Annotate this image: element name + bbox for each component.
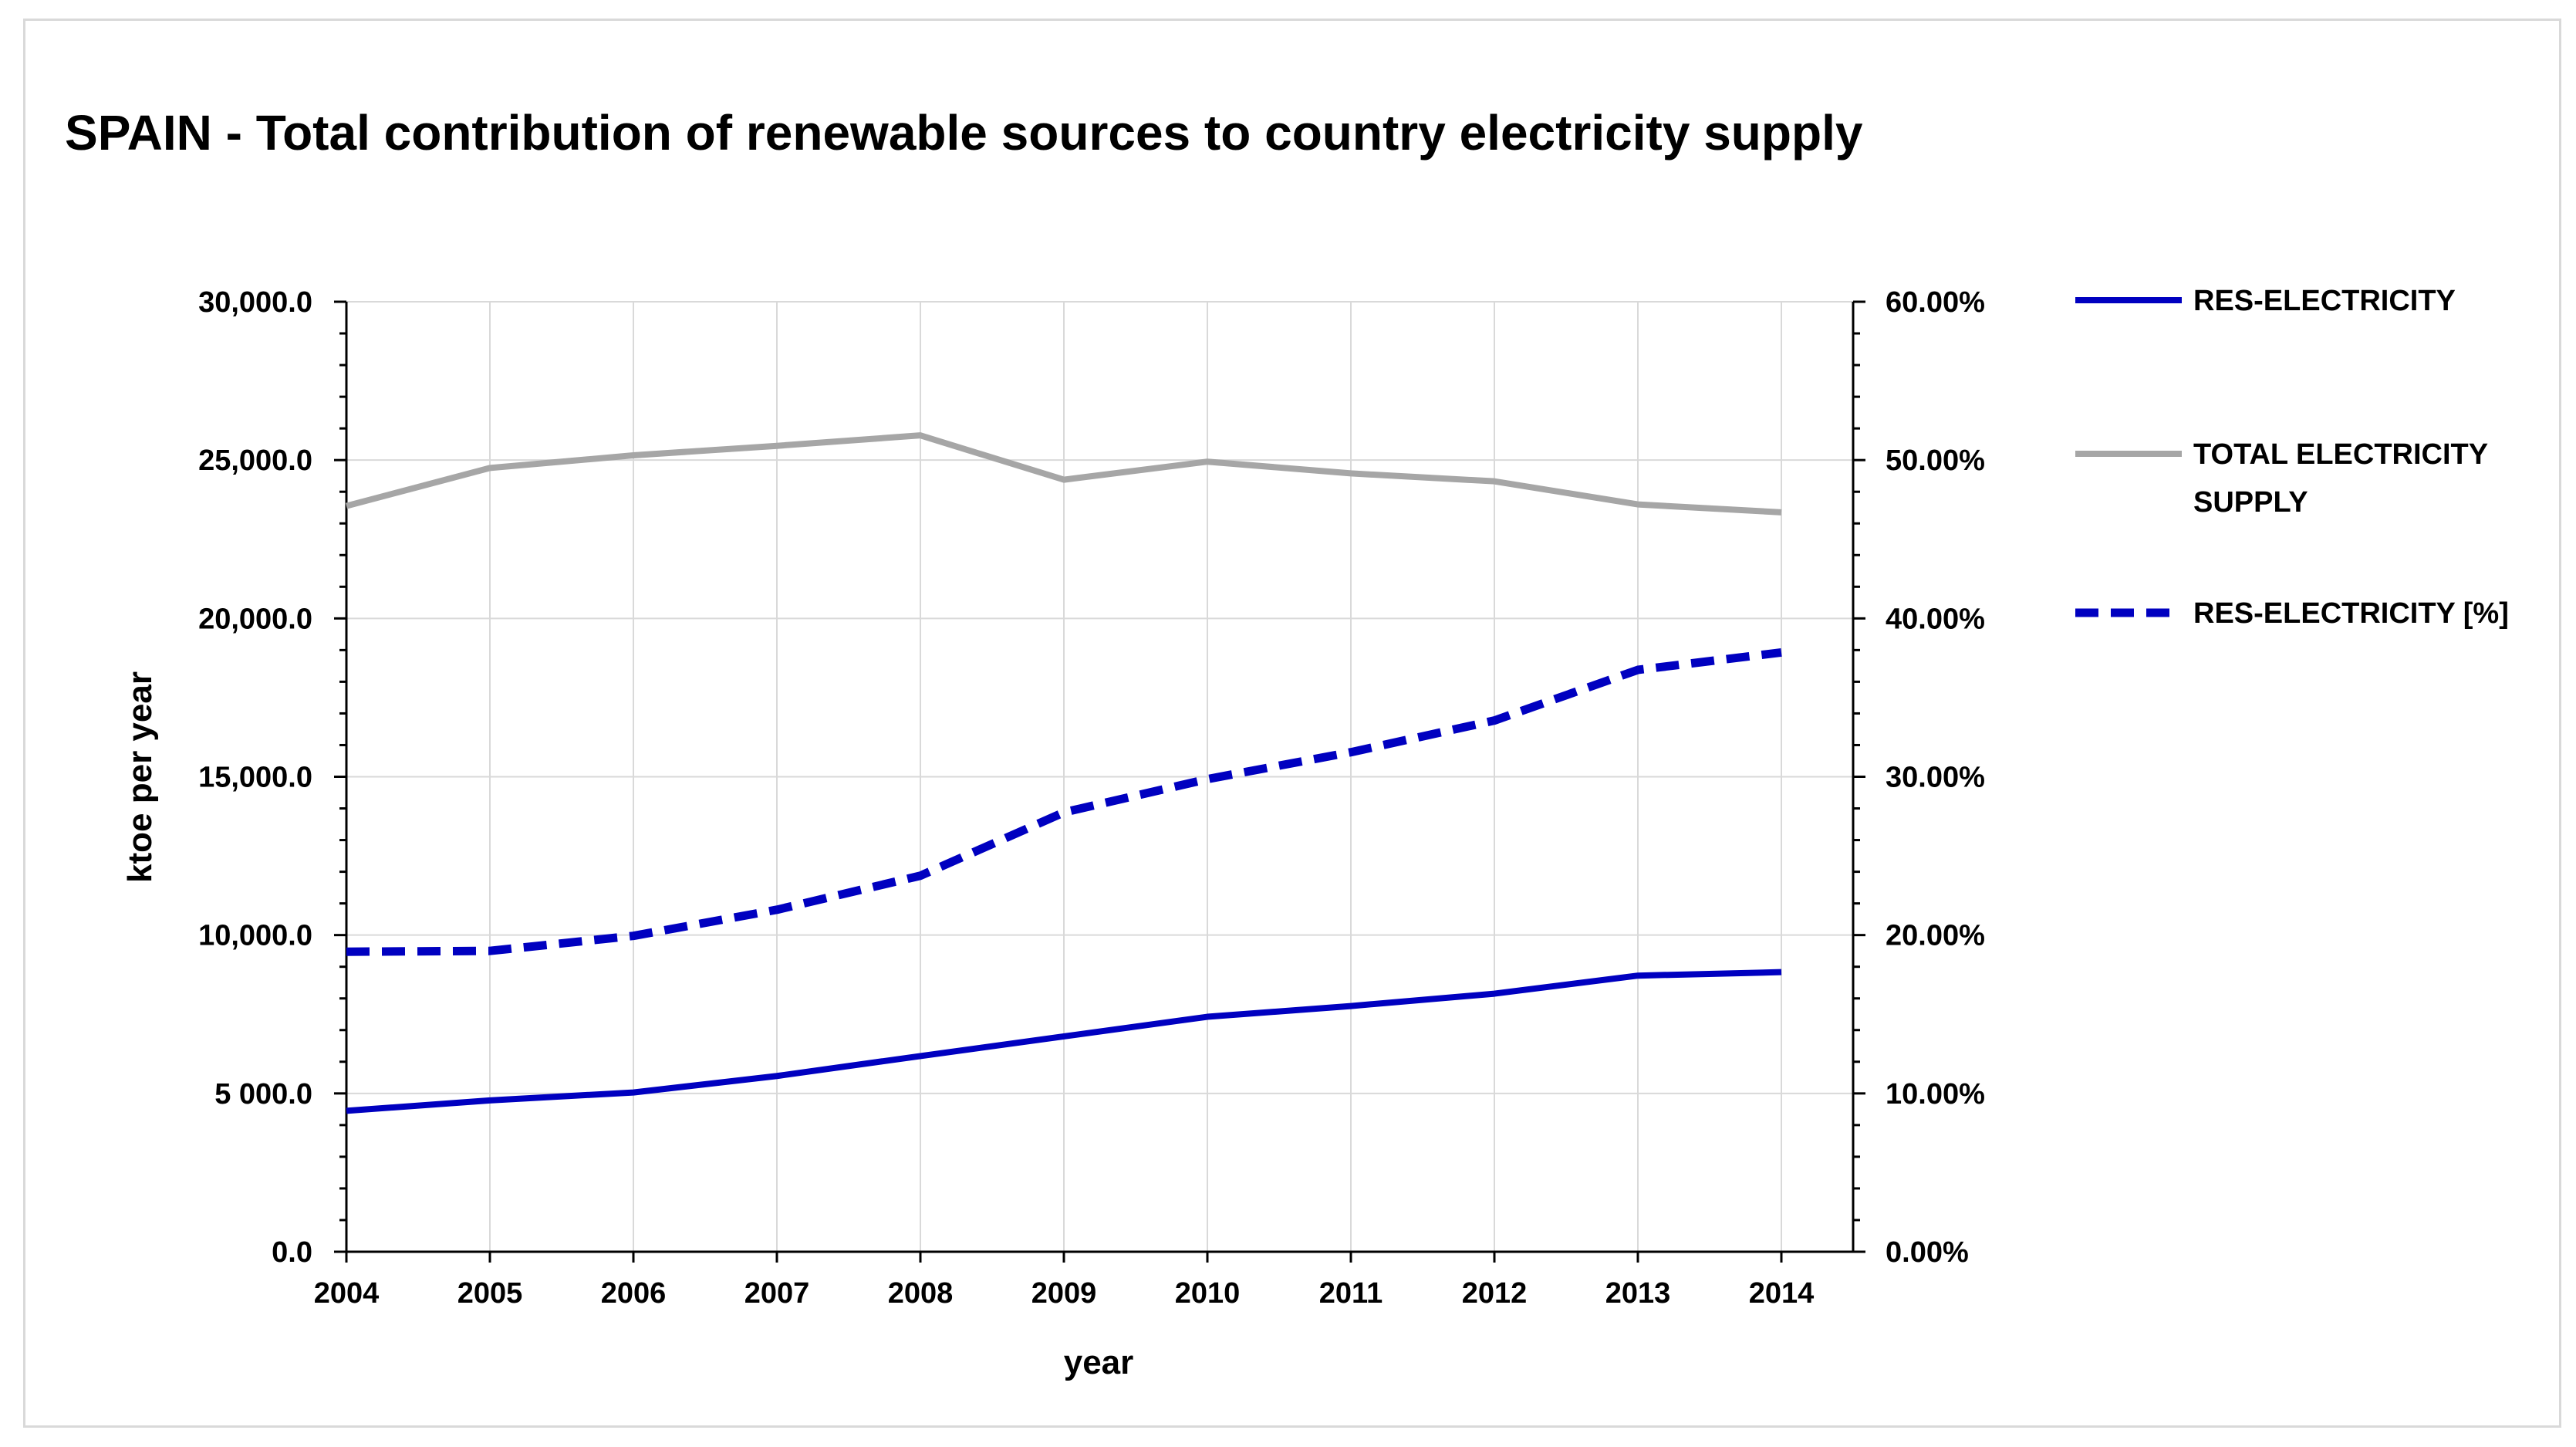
data-point	[1061, 1033, 1067, 1040]
y-tick-label-right: 50.00%	[1886, 445, 1985, 477]
y-tick-label-left: 0.0	[272, 1236, 312, 1269]
data-point	[1635, 972, 1641, 979]
y-tick-label-right: 40.00%	[1886, 603, 1985, 635]
x-tick-label: 2005	[457, 1277, 523, 1310]
data-point	[1204, 776, 1210, 783]
data-point	[343, 503, 349, 509]
data-point	[1635, 502, 1641, 508]
x-tick-label: 2010	[1175, 1277, 1241, 1310]
x-tick-label: 2007	[744, 1277, 810, 1310]
y-tick-label-left: 25,000.0	[198, 445, 312, 477]
x-axis-title: year	[1064, 1344, 1134, 1381]
data-point	[917, 432, 923, 438]
series-lines	[343, 432, 1784, 1114]
data-point	[1491, 718, 1497, 724]
x-tick-label: 2011	[1319, 1277, 1383, 1310]
x-tick-label: 2006	[601, 1277, 667, 1310]
series-line-1	[345, 432, 1782, 516]
data-point	[917, 1053, 923, 1059]
y-tick-label-left: 20,000.0	[198, 603, 312, 635]
y-tick-label-right: 0.00%	[1886, 1236, 1969, 1269]
data-point	[774, 1073, 780, 1079]
data-point	[343, 1107, 349, 1114]
x-tick-label: 2008	[888, 1277, 954, 1310]
legend-label: RES-ELECTRICITY	[2193, 285, 2456, 317]
y-tick-label-right: 60.00%	[1886, 286, 1985, 319]
data-point	[1778, 649, 1784, 655]
data-point	[630, 933, 636, 939]
data-point	[1204, 458, 1210, 465]
data-point	[1348, 749, 1354, 756]
data-point	[1635, 667, 1641, 673]
legend: RES-ELECTRICITY TOTAL ELECTRICITY SUPPLY RE…	[2075, 285, 2509, 630]
data-point	[774, 907, 780, 913]
x-tick-label: 2012	[1462, 1277, 1528, 1310]
chart-frame	[23, 19, 2561, 1428]
y-tick-label-right: 20.00%	[1886, 920, 1985, 952]
data-point	[774, 443, 780, 449]
data-point	[917, 873, 923, 879]
x-tick-label: 2009	[1031, 1277, 1097, 1310]
data-point	[1204, 1014, 1210, 1020]
data-point	[1491, 991, 1497, 997]
y-tick-label-left: 5 000.0	[214, 1078, 312, 1111]
y-tick-label-right: 30.00%	[1886, 762, 1985, 794]
legend-label: SUPPLY	[2193, 486, 2308, 519]
series-line-0	[346, 969, 1782, 1114]
x-tick-label: 2014	[1749, 1277, 1815, 1310]
series-line-2	[346, 647, 1782, 956]
data-point	[1061, 477, 1067, 483]
data-point	[1491, 478, 1497, 485]
x-tick-label: 2013	[1605, 1277, 1671, 1310]
data-point	[1348, 1003, 1354, 1009]
data-point	[1061, 810, 1067, 816]
axis-labels: 0.0 5 000.0 10,000.0 15,000.0 20,000.0 25,000…	[121, 286, 1985, 1381]
y-tick-label-left: 10,000.0	[198, 920, 312, 952]
data-point	[487, 465, 493, 471]
y-axis-title: ktoe per year	[121, 671, 159, 883]
data-point	[343, 948, 349, 955]
x-tick-label: 2004	[314, 1277, 380, 1310]
data-point	[1778, 969, 1784, 975]
axes	[334, 300, 1865, 1263]
data-point	[487, 1097, 493, 1104]
data-point	[1348, 470, 1354, 476]
data-point	[1778, 509, 1784, 516]
y-tick-label-left: 30,000.0	[198, 286, 312, 319]
y-tick-label-left: 15,000.0	[198, 762, 312, 794]
legend-label: TOTAL ELECTRICITY	[2193, 438, 2488, 471]
data-point	[630, 1090, 636, 1096]
y-tick-label-right: 10.00%	[1886, 1078, 1985, 1111]
data-point	[487, 948, 493, 954]
chart-title: SPAIN - Total contribution of renewable …	[65, 105, 1863, 161]
data-point	[630, 452, 636, 458]
legend-label: RES-ELECTRICITY [%]	[2193, 597, 2509, 630]
gridlines	[346, 301, 1853, 1252]
